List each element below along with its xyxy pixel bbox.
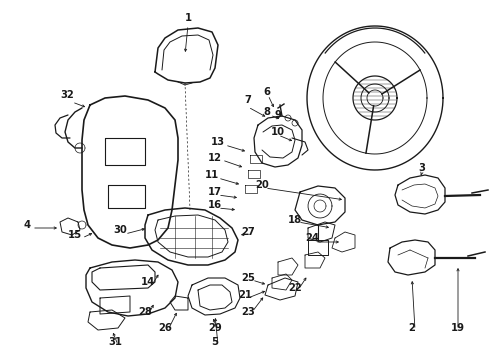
Text: 30: 30 (113, 225, 127, 235)
Text: 24: 24 (305, 233, 319, 243)
Text: 9: 9 (274, 110, 281, 120)
Text: 14: 14 (141, 277, 155, 287)
Text: 22: 22 (288, 283, 302, 293)
Text: 7: 7 (245, 95, 251, 105)
Text: 16: 16 (208, 200, 222, 210)
Text: 15: 15 (68, 230, 82, 240)
Text: 6: 6 (264, 87, 270, 97)
Text: 12: 12 (208, 153, 222, 163)
Text: 4: 4 (24, 220, 30, 230)
Text: 32: 32 (60, 90, 74, 100)
Text: 28: 28 (138, 307, 152, 317)
Text: 29: 29 (208, 323, 222, 333)
Text: 21: 21 (238, 290, 252, 300)
Text: 25: 25 (241, 273, 255, 283)
Text: 3: 3 (418, 163, 425, 173)
Text: 23: 23 (241, 307, 255, 317)
Text: 10: 10 (271, 127, 285, 137)
Text: 19: 19 (451, 323, 465, 333)
Text: 17: 17 (208, 187, 222, 197)
Text: 11: 11 (205, 170, 219, 180)
Text: 5: 5 (212, 337, 219, 347)
Text: 31: 31 (108, 337, 122, 347)
Text: 13: 13 (211, 137, 225, 147)
Text: 1: 1 (184, 13, 192, 23)
Text: 20: 20 (255, 180, 269, 190)
Text: 2: 2 (409, 323, 416, 333)
Text: 8: 8 (264, 107, 270, 117)
Text: 26: 26 (158, 323, 172, 333)
Text: 27: 27 (241, 227, 255, 237)
Text: 18: 18 (288, 215, 302, 225)
